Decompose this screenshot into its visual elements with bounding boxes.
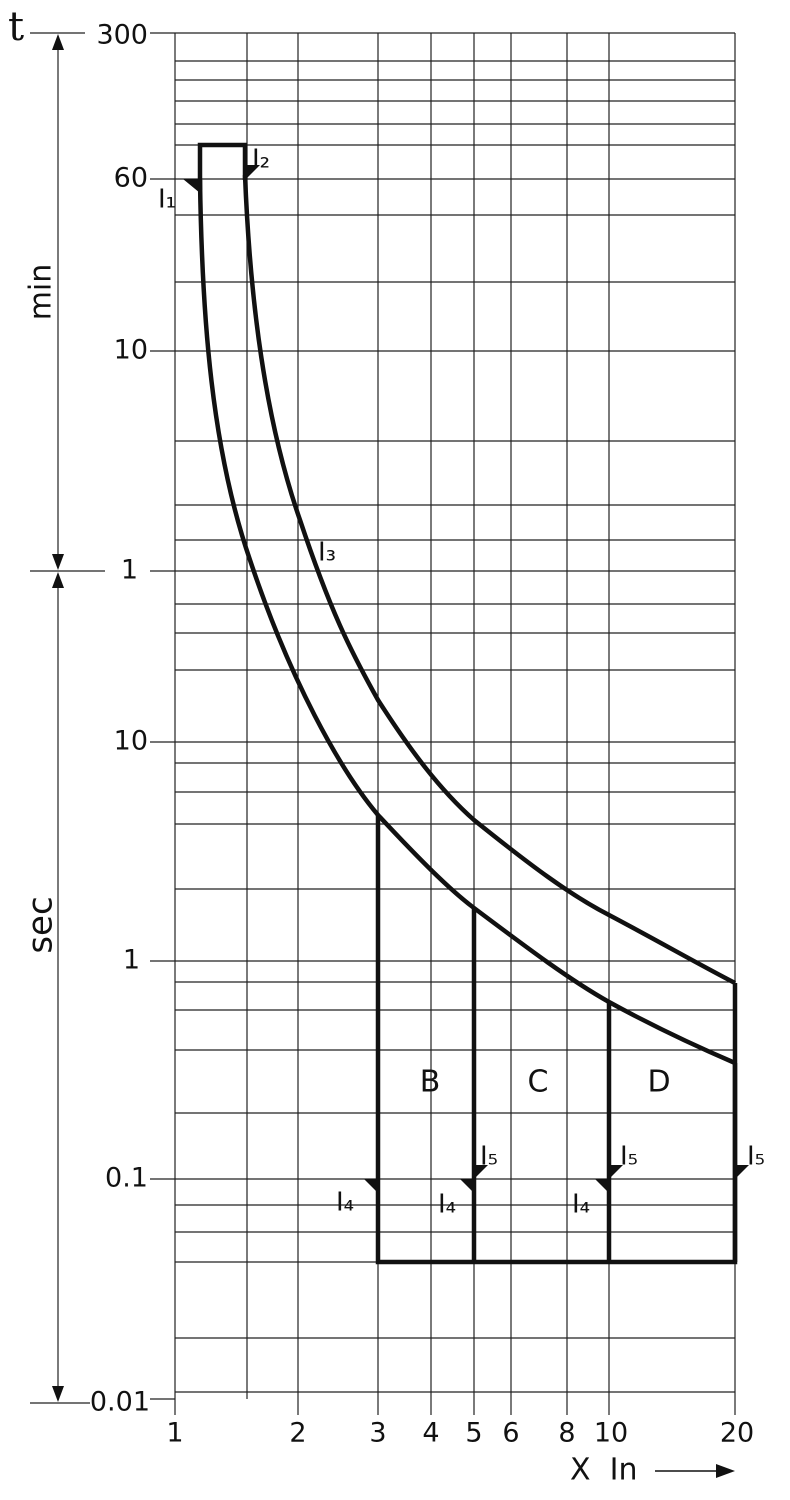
marker-label: I₄ bbox=[438, 1190, 456, 1220]
x-label: X In bbox=[570, 1453, 638, 1488]
region-label: C bbox=[528, 1065, 549, 1100]
marker-ticks bbox=[183, 165, 749, 1193]
marker-label: I₄ bbox=[572, 1190, 590, 1220]
y-tick-label: 10 bbox=[114, 726, 148, 757]
min-label: min bbox=[24, 264, 59, 321]
y-tick-labels: 300 60 10 1 10 1 0.1 0.01 bbox=[90, 20, 150, 1418]
marker-label: I₄ bbox=[336, 1188, 354, 1218]
sec-label: sec bbox=[21, 896, 61, 953]
marker-labels: I₁ I₂ I₃ I₄ I₅ I₄ I₅ I₄ I₅ bbox=[158, 145, 765, 1220]
grid bbox=[30, 32, 736, 1415]
t-label: t bbox=[8, 4, 24, 50]
x-tick-label: 3 bbox=[369, 1418, 386, 1449]
x-tick-label: 20 bbox=[720, 1418, 754, 1449]
marker-label: I₅ bbox=[620, 1142, 638, 1172]
y-tick-label: 10 bbox=[114, 335, 148, 366]
region-labels: B C D bbox=[420, 1065, 671, 1100]
x-tick-label: 5 bbox=[465, 1418, 482, 1449]
y-tick-label: 1 bbox=[123, 945, 140, 976]
x-tick-label: 6 bbox=[502, 1418, 519, 1449]
x-tick-label: 2 bbox=[289, 1418, 306, 1449]
marker-label: I₁ bbox=[158, 185, 176, 215]
y-tick-label: 1 bbox=[121, 555, 138, 586]
marker-label: I₃ bbox=[318, 538, 336, 568]
x-tick-label: 4 bbox=[422, 1418, 439, 1449]
region-label: B bbox=[420, 1065, 441, 1100]
axis-arrows bbox=[52, 34, 735, 1478]
x-tick-labels: 1 2 3 4 5 6 8 10 20 bbox=[166, 1418, 754, 1449]
y-tick-label: 0.1 bbox=[105, 1163, 148, 1194]
marker-label: I₂ bbox=[252, 145, 270, 175]
region-label: D bbox=[647, 1065, 670, 1100]
x-tick-label: 1 bbox=[166, 1418, 183, 1449]
y-tick-label: 0.01 bbox=[90, 1387, 150, 1418]
marker-label: I₅ bbox=[480, 1142, 498, 1172]
y-tick-label: 60 bbox=[114, 163, 148, 194]
y-tick-label: 300 bbox=[96, 20, 148, 51]
curves bbox=[197, 142, 738, 1265]
x-tick-label: 10 bbox=[594, 1418, 628, 1449]
marker-label: I₅ bbox=[747, 1142, 765, 1172]
x-tick-label: 8 bbox=[558, 1418, 575, 1449]
